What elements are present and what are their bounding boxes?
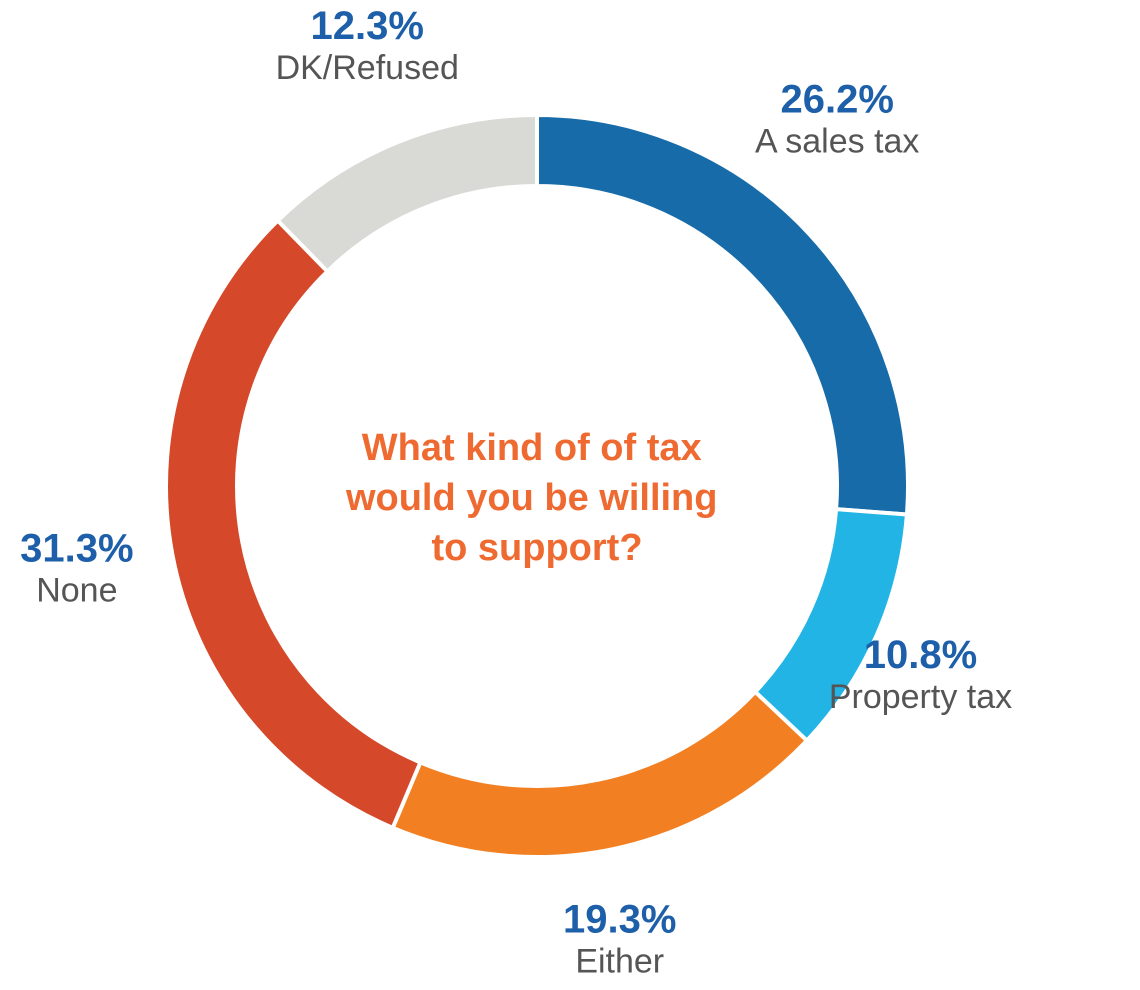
slice-category-label: Property tax xyxy=(829,678,1012,716)
slice-value-label: 26.2% xyxy=(781,77,894,121)
slice-category-label: DK/Refused xyxy=(276,49,459,87)
slice-either xyxy=(390,689,810,859)
donut-slices xyxy=(164,112,910,859)
slice-label-group: 26.2%A sales tax xyxy=(755,77,919,160)
slice-label-group: 10.8%Property tax xyxy=(829,633,1012,716)
slice-none xyxy=(164,217,423,831)
slice-value-label: 19.3% xyxy=(563,897,676,941)
slice-category-label: None xyxy=(36,572,117,610)
slice-labels: 26.2%A sales tax 10.8%Property tax 19.3%Ei… xyxy=(20,4,1012,980)
slice-label-group: 31.3%None xyxy=(20,527,133,610)
slice-value-label: 12.3% xyxy=(311,4,424,48)
slice-value-label: 10.8% xyxy=(864,633,977,677)
chart-title-line-2: would you be willing xyxy=(345,477,718,519)
slice-category-label: A sales tax xyxy=(755,122,919,160)
slice-label-group: 19.3%Either xyxy=(563,897,676,980)
chart-title: What kind of of tax would you be willing… xyxy=(345,427,728,569)
chart-title-line-1: What kind of of tax xyxy=(362,427,702,469)
slice-value-label: 31.3% xyxy=(20,527,133,571)
slice-label-group: 12.3%DK/Refused xyxy=(276,4,459,87)
chart-title-line-3: to support? xyxy=(431,527,642,569)
slice-dk-refused xyxy=(274,112,539,275)
slice-category-label: Either xyxy=(575,942,664,980)
